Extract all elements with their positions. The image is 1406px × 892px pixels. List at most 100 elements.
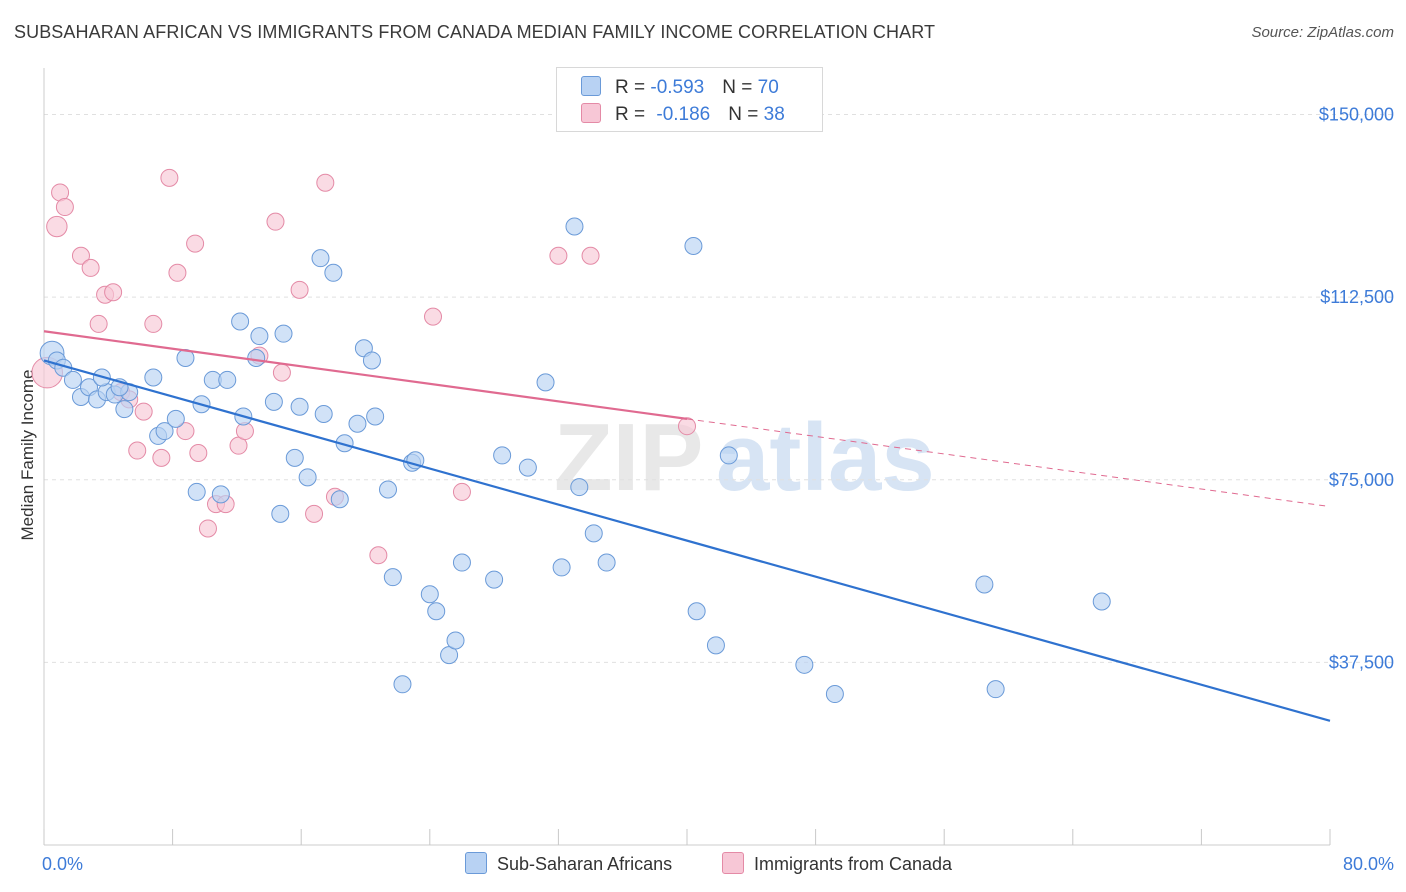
point-subsaharan bbox=[536, 373, 555, 392]
point-subsaharan bbox=[552, 558, 571, 577]
point-subsaharan bbox=[155, 422, 174, 441]
point-subsaharan bbox=[290, 397, 309, 416]
point-canada bbox=[168, 263, 187, 282]
point-subsaharan bbox=[986, 680, 1005, 699]
point-canada bbox=[424, 307, 443, 326]
legend-row-blue: R = -0.593 N = 70 bbox=[581, 76, 779, 99]
trendline-canada bbox=[43, 330, 688, 420]
point-canada bbox=[104, 283, 123, 302]
legend-n-label: N = bbox=[722, 77, 758, 98]
point-canada bbox=[452, 482, 471, 501]
y-tick-label: $150,000 bbox=[1319, 105, 1394, 125]
point-canada bbox=[46, 215, 68, 238]
legend-r-label: R = bbox=[615, 104, 651, 125]
y-axis-title: Median Family Income bbox=[18, 369, 37, 540]
point-canada bbox=[152, 448, 171, 467]
x-tick-label: 80.0% bbox=[1343, 854, 1394, 874]
point-subsaharan bbox=[264, 392, 283, 411]
point-canada bbox=[144, 314, 163, 333]
legend-r-label: R = bbox=[615, 77, 651, 98]
point-canada bbox=[160, 168, 179, 187]
point-subsaharan bbox=[406, 451, 425, 470]
point-subsaharan bbox=[187, 482, 206, 501]
point-subsaharan bbox=[271, 504, 290, 523]
watermark-atlas: atlas bbox=[716, 404, 935, 511]
trendline-canada-extension bbox=[686, 418, 1331, 508]
point-canada bbox=[55, 198, 74, 217]
point-subsaharan bbox=[427, 602, 446, 621]
point-subsaharan bbox=[1092, 592, 1111, 611]
point-subsaharan bbox=[324, 263, 343, 282]
bottom-legend-pink: Immigrants from Canada bbox=[722, 852, 952, 875]
point-subsaharan bbox=[518, 458, 537, 477]
point-subsaharan bbox=[379, 480, 398, 499]
bottom-legend-blue: Sub-Saharan Africans bbox=[465, 852, 672, 875]
point-subsaharan bbox=[584, 524, 603, 543]
legend-row-pink: R = -0.186 N = 38 bbox=[581, 103, 785, 126]
point-subsaharan bbox=[362, 351, 381, 370]
point-canada bbox=[549, 246, 568, 265]
legend-r-value: -0.593 bbox=[650, 77, 705, 98]
correlation-legend: R = -0.593 N = 70 R = -0.186 N = 38 bbox=[556, 67, 823, 132]
point-subsaharan bbox=[446, 631, 465, 650]
source-label: Source: ZipAtlas.com bbox=[1251, 24, 1394, 41]
point-canada bbox=[266, 212, 285, 231]
point-canada bbox=[176, 422, 195, 441]
point-canada bbox=[272, 363, 291, 382]
point-subsaharan bbox=[706, 636, 725, 655]
legend-n-label: N = bbox=[728, 104, 764, 125]
chart-title: SUBSAHARAN AFRICAN VS IMMIGRANTS FROM CA… bbox=[14, 22, 936, 42]
point-canada bbox=[186, 234, 205, 253]
point-subsaharan bbox=[231, 312, 250, 331]
point-subsaharan bbox=[144, 368, 163, 387]
point-subsaharan bbox=[565, 217, 584, 236]
y-tick-label: $37,500 bbox=[1329, 652, 1394, 672]
point-subsaharan bbox=[274, 324, 293, 343]
point-subsaharan bbox=[485, 570, 504, 589]
point-subsaharan bbox=[63, 370, 82, 389]
legend-n-value: 38 bbox=[763, 104, 785, 125]
point-subsaharan bbox=[366, 407, 385, 426]
point-subsaharan bbox=[493, 446, 512, 465]
point-canada bbox=[71, 246, 90, 265]
point-subsaharan bbox=[211, 485, 230, 504]
point-subsaharan bbox=[420, 585, 439, 604]
bottom-legend-label-blue: Sub-Saharan Africans bbox=[497, 854, 673, 874]
point-subsaharan bbox=[166, 409, 185, 428]
bottom-legend-swatch-pink bbox=[722, 852, 744, 874]
point-subsaharan bbox=[684, 237, 703, 256]
point-canada bbox=[189, 443, 208, 462]
point-canada bbox=[198, 519, 217, 538]
legend-swatch-pink bbox=[581, 103, 601, 123]
point-subsaharan bbox=[348, 414, 367, 433]
y-tick-label: $75,000 bbox=[1329, 470, 1394, 490]
point-canada bbox=[81, 258, 100, 277]
point-subsaharan bbox=[330, 490, 349, 509]
point-canada bbox=[290, 280, 309, 299]
point-subsaharan bbox=[393, 675, 412, 694]
trendline-subsaharan bbox=[43, 359, 1331, 722]
point-canada bbox=[316, 173, 335, 192]
y-tick-label: $112,500 bbox=[1320, 287, 1394, 307]
point-subsaharan bbox=[383, 568, 402, 587]
point-subsaharan bbox=[719, 446, 738, 465]
legend-n-value: 70 bbox=[757, 77, 779, 98]
point-canada bbox=[305, 504, 324, 523]
point-subsaharan bbox=[687, 602, 706, 621]
point-subsaharan bbox=[597, 553, 616, 572]
point-subsaharan bbox=[115, 400, 134, 419]
legend-swatch-blue bbox=[581, 76, 601, 96]
point-subsaharan bbox=[298, 468, 317, 487]
x-tick-label: 0.0% bbox=[42, 854, 83, 874]
point-subsaharan bbox=[285, 448, 304, 467]
point-canada bbox=[678, 417, 696, 436]
point-canada bbox=[134, 402, 153, 421]
point-subsaharan bbox=[247, 349, 266, 368]
point-subsaharan bbox=[570, 478, 589, 497]
bottom-legend-swatch-blue bbox=[465, 852, 487, 874]
point-subsaharan bbox=[250, 327, 269, 346]
legend-r-value: -0.186 bbox=[656, 104, 711, 125]
point-canada bbox=[89, 314, 108, 333]
point-subsaharan bbox=[825, 685, 844, 704]
point-canada bbox=[369, 546, 388, 565]
